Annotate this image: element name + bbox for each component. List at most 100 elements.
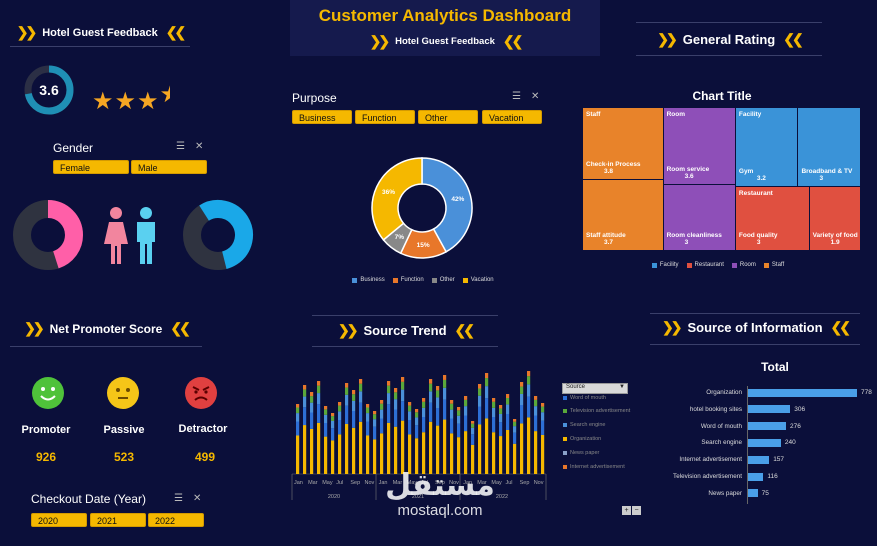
source-slicer[interactable]: Source ▼ [562, 383, 628, 394]
trend-bar-segment [478, 388, 482, 396]
trend-bar-segment [359, 391, 363, 403]
trend-bar-segment [317, 393, 321, 405]
clear-filter-icon[interactable]: ✕ [531, 91, 540, 102]
legend-item: Vacation [462, 277, 494, 283]
source-trend-title: ❯❯ Source Trend ❮❮ [337, 322, 475, 338]
trend-bar-segment [513, 443, 517, 474]
trend-bar-segment [436, 386, 440, 391]
bar-value-label: 75 [761, 489, 769, 497]
trend-bar-segment [457, 415, 461, 424]
trend-bar-segment [506, 398, 510, 405]
trend-bar-segment [366, 413, 370, 422]
trend-bar-segment [310, 412, 314, 429]
expand-button[interactable]: + [622, 506, 631, 515]
checkout-2021-button[interactable]: 2021 [90, 513, 146, 527]
legend-swatch [431, 277, 437, 283]
bar-value-label: 157 [773, 456, 785, 464]
purpose-vacation-button[interactable]: Vacation [482, 110, 542, 124]
trend-bar-segment [499, 422, 503, 437]
legend-item: Word of mouth [563, 395, 633, 401]
source-info-title: ❯❯ Source of Information ❮❮ [662, 319, 851, 335]
trend-bar-segment [408, 405, 412, 412]
trend-bar-segment [443, 399, 447, 420]
trend-bar-segment [541, 420, 545, 435]
gender-female-button[interactable]: Female [53, 160, 129, 174]
trend-bar-segment [534, 399, 538, 407]
trend-bar-segment [296, 435, 300, 474]
treemap-item-value: 3 [819, 174, 824, 182]
trend-bar-segment [303, 425, 307, 474]
male-donut [183, 199, 253, 270]
trend-bar-segment [541, 434, 545, 474]
header-subtitle: ❯❯ Hotel Guest Feedback ❮❮ [369, 33, 524, 49]
checkout-2022-button[interactable]: 2022 [148, 513, 204, 527]
treemap-item-name: Check-in Process [586, 160, 641, 168]
trend-bar-segment [485, 398, 489, 419]
trend-month-label: Nov [534, 480, 544, 486]
trend-bar-segment [513, 432, 517, 444]
trend-bar-segment [317, 385, 321, 394]
trend-bar-segment [296, 421, 300, 436]
collapse-button[interactable]: − [632, 506, 641, 515]
trend-bar-segment [541, 412, 545, 421]
bar-category-label: hotel booking sites [689, 405, 742, 413]
chevron-left-icon: ❮❮ [502, 33, 524, 49]
trend-bar-segment [331, 416, 335, 421]
checkout-2020-button[interactable]: 2020 [31, 513, 87, 527]
trend-bar-segment [401, 420, 405, 474]
trend-bar-segment [394, 409, 398, 427]
bar [747, 438, 781, 447]
trend-bar-segment [450, 403, 454, 410]
trend-bar-segment [296, 407, 300, 414]
clear-filter-icon[interactable]: ✕ [193, 493, 202, 504]
purpose-slice-label: 15% [417, 242, 430, 249]
source-info-chart-title: Total [761, 360, 789, 374]
chevron-right-icon: ❯❯ [662, 319, 683, 335]
legend-swatch [563, 451, 567, 455]
nps-title: ❯❯ Net Promoter Score ❮❮ [24, 320, 191, 336]
trend-bar-segment [464, 406, 468, 416]
trend-bar-segment [422, 401, 426, 408]
trend-month-label: Jan [294, 480, 303, 486]
legend-item: Organization [563, 436, 633, 442]
multi-select-icon[interactable]: ☰ [176, 141, 185, 152]
trend-bar-segment [401, 381, 405, 390]
trend-bar-segment [373, 414, 377, 420]
trend-bar-segment [324, 423, 328, 437]
multi-select-icon[interactable]: ☰ [512, 91, 521, 102]
trend-bar-segment [331, 440, 335, 474]
trend-bar-segment [310, 402, 314, 413]
purpose-slice-label: 36% [382, 189, 395, 196]
trend-bar-segment [450, 400, 454, 404]
treemap-item-name: Broadband & TV [801, 167, 853, 175]
divider [650, 313, 860, 314]
gender-male-button[interactable]: Male [131, 160, 207, 174]
trend-bar-segment [338, 434, 342, 474]
trend-bar-segment [499, 405, 503, 409]
star-rating: ★★★★ [92, 80, 170, 116]
trend-bar-segment [310, 396, 314, 403]
purpose-function-button[interactable]: Function [355, 110, 415, 124]
trend-month-label: Sep [520, 480, 530, 486]
clear-filter-icon[interactable]: ✕ [195, 141, 204, 152]
trend-bar-segment [471, 434, 475, 445]
treemap-item-value: 3 [756, 238, 761, 246]
purpose-slice-business [421, 157, 473, 253]
treemap-item-label: Broadband & TV 3 [801, 168, 852, 182]
multi-select-icon[interactable]: ☰ [174, 493, 183, 504]
trend-bar-segment [394, 399, 398, 410]
trend-bar-segment [366, 435, 370, 474]
trend-month-label: Jul [336, 480, 343, 486]
trend-year-label: 2021 [412, 494, 424, 500]
bar [747, 422, 787, 431]
treemap-cell: Restaurant Food quality 3 [735, 186, 809, 250]
trend-bar-segment [422, 432, 426, 474]
purpose-other-button[interactable]: Other [418, 110, 478, 124]
treemap-item-value: 1.9 [830, 238, 840, 246]
treemap-item-name: Variety of food [812, 231, 858, 239]
trend-bar-segment [485, 386, 489, 399]
purpose-business-button[interactable]: Business [292, 110, 352, 124]
trend-month-label: Mar [393, 480, 403, 486]
chevron-down-icon[interactable]: ▼ [619, 384, 625, 390]
trend-bar-segment [401, 401, 405, 421]
